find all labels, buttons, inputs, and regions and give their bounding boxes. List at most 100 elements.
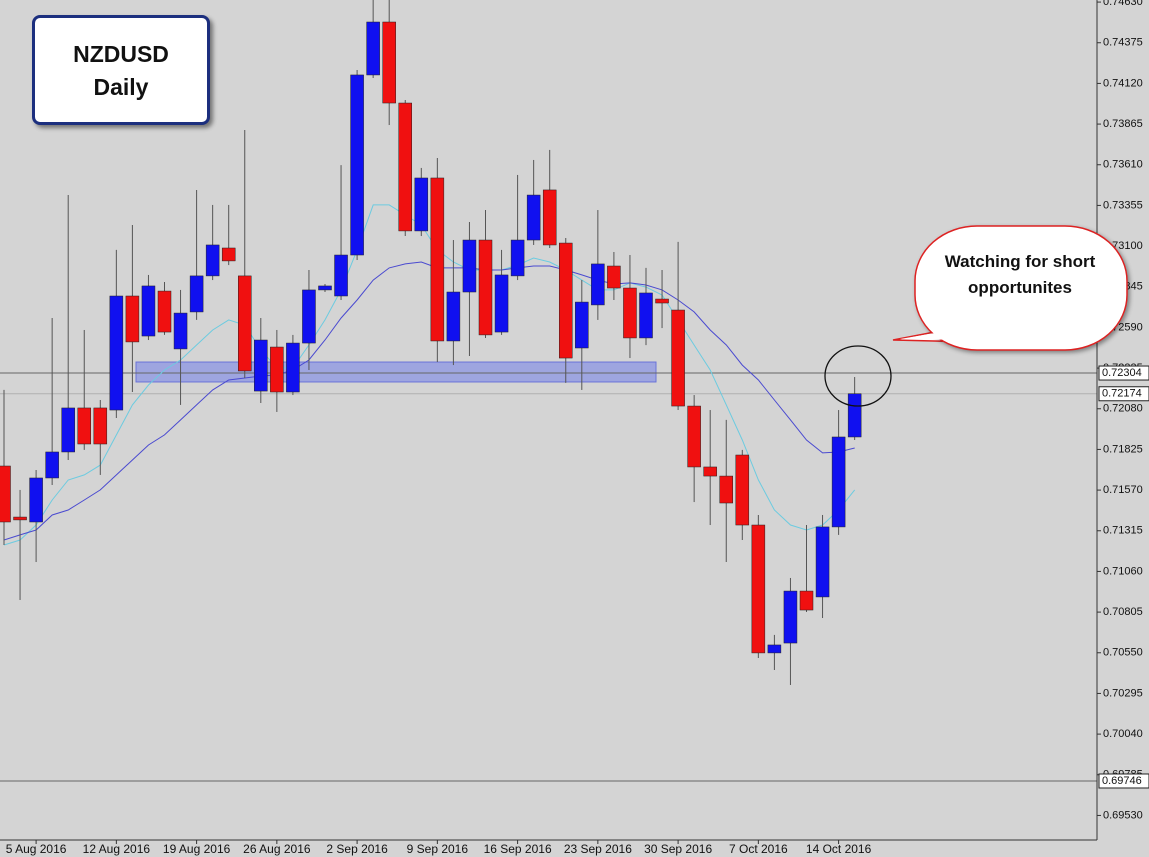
candle-body bbox=[575, 301, 589, 349]
candle-body bbox=[559, 242, 573, 359]
candle-body bbox=[446, 291, 461, 342]
zone-layer bbox=[135, 361, 657, 383]
candle-body bbox=[767, 644, 782, 654]
y-tick-label: 0.74630 bbox=[1103, 0, 1143, 8]
price-label: 0.69746 bbox=[1102, 775, 1142, 787]
chart-subtitle: Daily bbox=[93, 74, 149, 100]
x-tick-label: 19 Aug 2016 bbox=[163, 842, 231, 856]
candle-body bbox=[510, 239, 525, 277]
candle-body bbox=[286, 342, 300, 393]
axis-layer: 0.74630 0.74375 0.74120 0.73865 0.73610 0.733… bbox=[6, 0, 1149, 856]
candle-body bbox=[687, 405, 701, 468]
candle-body bbox=[607, 265, 621, 289]
candle-body bbox=[639, 292, 653, 339]
price-line-layer bbox=[0, 372, 1097, 782]
moving-average bbox=[3, 261, 855, 541]
x-tick-label: 16 Sep 2016 bbox=[484, 842, 552, 856]
candle-body bbox=[591, 263, 605, 306]
candle-body bbox=[751, 524, 766, 654]
y-tick-label: 0.74375 bbox=[1103, 37, 1143, 49]
price-label-box bbox=[1098, 365, 1149, 381]
candle-body bbox=[61, 407, 75, 453]
y-tick-label: 0.71060 bbox=[1103, 565, 1143, 577]
candle-body bbox=[462, 239, 477, 293]
candle-body bbox=[815, 526, 830, 598]
candle-body bbox=[93, 407, 108, 445]
moving-average bbox=[3, 204, 856, 546]
moving-average-layer bbox=[3, 204, 856, 546]
candle-body bbox=[783, 590, 798, 644]
candle-body bbox=[125, 295, 140, 343]
highlight-circle bbox=[824, 345, 892, 407]
price-label: 0.72304 bbox=[1102, 367, 1142, 379]
candle-body bbox=[270, 346, 284, 393]
title-box: NZDUSD Daily bbox=[32, 15, 210, 125]
candle-body bbox=[655, 298, 669, 304]
x-tick-label: 23 Sep 2016 bbox=[564, 842, 632, 856]
speech-bubble bbox=[892, 225, 1128, 351]
candle-body bbox=[221, 247, 236, 262]
price-label-box bbox=[1098, 773, 1149, 789]
candle-body bbox=[13, 516, 27, 521]
candle-body bbox=[735, 454, 750, 526]
candle-body bbox=[542, 189, 557, 246]
candle-body bbox=[334, 254, 348, 297]
bubble-joint bbox=[900, 331, 972, 340]
candle-body bbox=[238, 275, 252, 372]
candle-body bbox=[671, 309, 685, 407]
candle-layer bbox=[0, 0, 862, 685]
candle-body bbox=[398, 102, 412, 232]
candle-body bbox=[0, 465, 11, 523]
plot-area bbox=[0, 0, 1097, 840]
support-zone bbox=[135, 361, 657, 383]
candle-body bbox=[366, 21, 380, 76]
y-tick-label: 0.73865 bbox=[1103, 118, 1143, 130]
x-tick-label: 14 Oct 2016 bbox=[806, 842, 872, 856]
candle-body bbox=[205, 244, 220, 277]
candle-body bbox=[45, 451, 59, 479]
candle-body bbox=[157, 290, 172, 333]
price-label: 0.72174 bbox=[1102, 388, 1142, 400]
y-tick-label: 0.73610 bbox=[1103, 159, 1143, 171]
candle-body bbox=[77, 407, 91, 445]
y-tick-label: 0.71825 bbox=[1103, 443, 1143, 455]
candle-body bbox=[799, 590, 814, 611]
y-tick-label: 0.73355 bbox=[1103, 199, 1143, 211]
candle-body bbox=[831, 436, 846, 528]
x-tick-label: 12 Aug 2016 bbox=[83, 842, 151, 856]
candle-body bbox=[703, 466, 717, 477]
candle-body bbox=[173, 312, 188, 350]
candle-body bbox=[847, 393, 862, 438]
candle-body bbox=[189, 275, 204, 313]
y-tick-label: 0.70805 bbox=[1103, 606, 1143, 618]
y-tick-label: 0.71570 bbox=[1103, 484, 1143, 496]
candle-body bbox=[382, 21, 396, 104]
candle-body bbox=[29, 477, 43, 523]
x-tick-label: 5 Aug 2016 bbox=[6, 842, 67, 856]
y-tick-label: 0.70040 bbox=[1103, 728, 1143, 740]
price-label-box bbox=[1098, 386, 1149, 402]
x-tick-label: 7 Oct 2016 bbox=[729, 842, 788, 856]
candle-body bbox=[478, 239, 493, 336]
bubble-body bbox=[914, 225, 1128, 351]
candle-body bbox=[254, 339, 268, 392]
y-tick-label: 0.71315 bbox=[1103, 525, 1143, 537]
candle-body bbox=[318, 285, 332, 291]
candle-body bbox=[719, 475, 733, 504]
y-tick-label: 0.70550 bbox=[1103, 647, 1143, 659]
y-tick-label: 0.70295 bbox=[1103, 687, 1143, 699]
x-tick-label: 9 Sep 2016 bbox=[407, 842, 469, 856]
x-tick-label: 2 Sep 2016 bbox=[326, 842, 388, 856]
candle-body bbox=[526, 194, 541, 241]
candle-body bbox=[430, 177, 445, 342]
candle-body bbox=[350, 74, 364, 256]
candle-body bbox=[414, 177, 429, 232]
candle-body bbox=[141, 285, 156, 337]
y-tick-label: 0.72080 bbox=[1103, 403, 1143, 415]
x-tick-label: 26 Aug 2016 bbox=[243, 842, 311, 856]
candle-body bbox=[302, 289, 316, 344]
chart-title: NZDUSD bbox=[73, 41, 169, 67]
candle-body bbox=[623, 287, 637, 339]
x-tick-label: 30 Sep 2016 bbox=[644, 842, 712, 856]
